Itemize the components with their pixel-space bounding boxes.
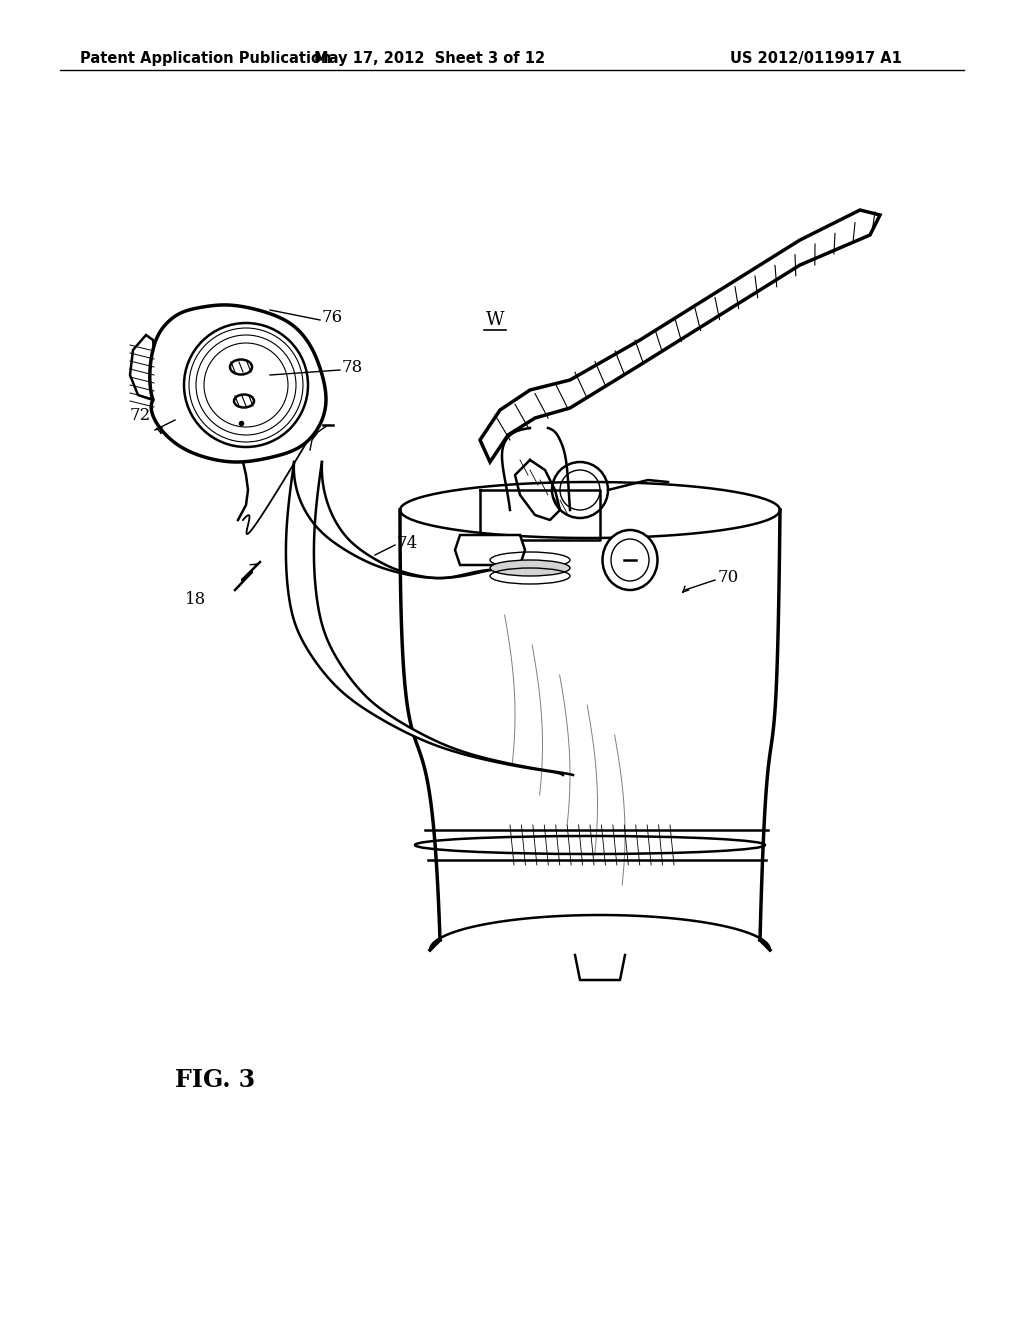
Text: US 2012/0119917 A1: US 2012/0119917 A1 xyxy=(730,50,902,66)
Ellipse shape xyxy=(602,531,657,590)
Circle shape xyxy=(184,323,308,447)
Text: 78: 78 xyxy=(342,359,364,376)
Polygon shape xyxy=(150,305,326,462)
Text: 70: 70 xyxy=(718,569,739,586)
Text: 76: 76 xyxy=(322,309,343,326)
Text: 18: 18 xyxy=(185,591,206,609)
Text: FIG. 3: FIG. 3 xyxy=(175,1068,255,1092)
Text: W: W xyxy=(485,312,504,329)
Polygon shape xyxy=(480,210,880,462)
Polygon shape xyxy=(130,335,156,400)
Text: 74: 74 xyxy=(397,535,418,552)
Polygon shape xyxy=(455,535,525,565)
Text: May 17, 2012  Sheet 3 of 12: May 17, 2012 Sheet 3 of 12 xyxy=(314,50,546,66)
Text: Patent Application Publication: Patent Application Publication xyxy=(80,50,332,66)
Ellipse shape xyxy=(490,560,570,576)
Text: 72: 72 xyxy=(130,407,152,424)
